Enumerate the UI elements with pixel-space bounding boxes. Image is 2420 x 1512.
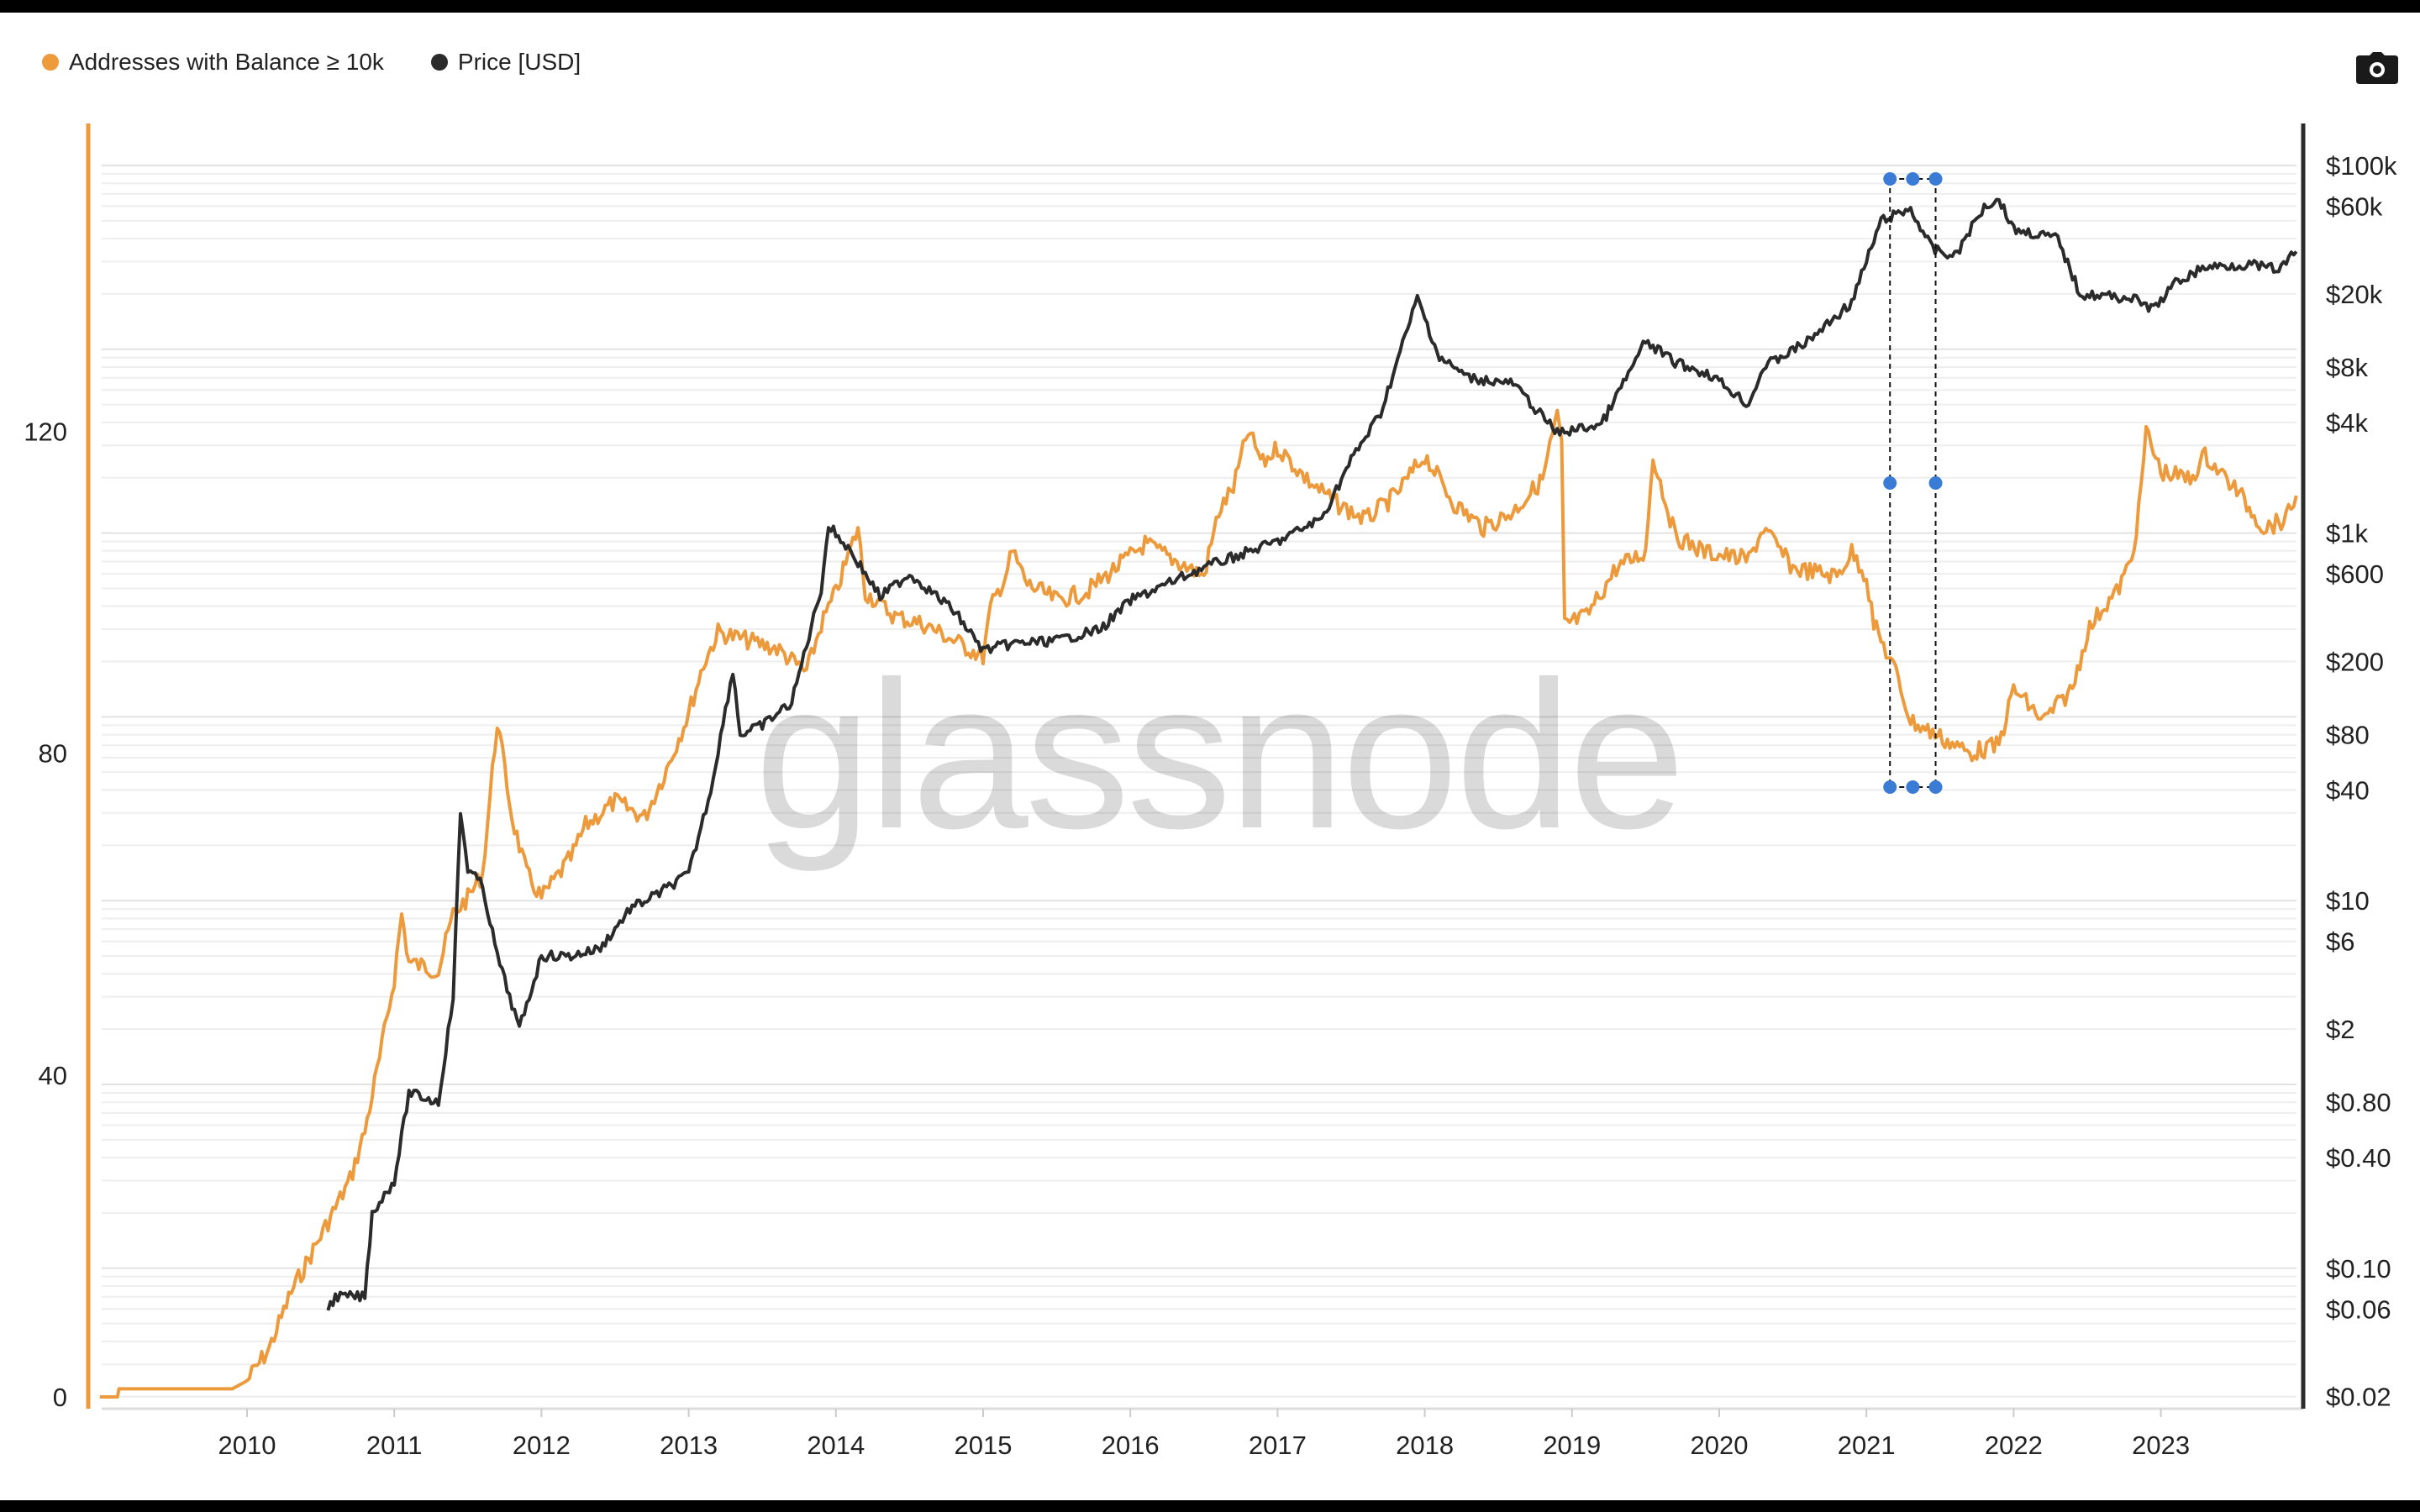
right-tick-label: $80 bbox=[2326, 721, 2370, 750]
x-tick-label: 2017 bbox=[1249, 1431, 1307, 1460]
x-tick-label: 2012 bbox=[513, 1431, 571, 1460]
right-tick-label: $0.80 bbox=[2326, 1088, 2391, 1117]
left-tick-label: 80 bbox=[39, 739, 67, 769]
left-tick-label: 120 bbox=[24, 417, 67, 446]
right-tick-label: $60k bbox=[2326, 192, 2383, 222]
watermark: glassnode bbox=[755, 638, 1682, 872]
right-tick-label: $0.10 bbox=[2326, 1254, 2391, 1284]
right-tick-label: $8k bbox=[2326, 353, 2368, 382]
legend-label: Addresses with Balance ≥ 10k bbox=[69, 49, 384, 75]
legend-item-addresses[interactable]: Addresses with Balance ≥ 10k bbox=[42, 49, 384, 76]
right-tick-label: $0.40 bbox=[2326, 1143, 2391, 1173]
selection-handle[interactable] bbox=[1883, 780, 1897, 794]
x-tick-label: 2016 bbox=[1102, 1431, 1160, 1460]
right-tick-label: $40 bbox=[2326, 775, 2370, 805]
x-tick-label: 2018 bbox=[1396, 1431, 1454, 1460]
selection-handle[interactable] bbox=[1906, 172, 1920, 186]
right-tick-label: $20k bbox=[2326, 280, 2383, 309]
right-tick-label: $4k bbox=[2326, 408, 2368, 438]
legend-label: Price [USD] bbox=[457, 49, 581, 75]
right-tick-label: $600 bbox=[2326, 559, 2384, 589]
selection-handle[interactable] bbox=[1928, 172, 1943, 186]
legend: Addresses with Balance ≥ 10k Price [USD] bbox=[42, 49, 581, 76]
right-tick-label: $2 bbox=[2326, 1015, 2354, 1044]
right-tick-label: $0.06 bbox=[2326, 1294, 2391, 1324]
right-tick-label: $10 bbox=[2326, 886, 2370, 916]
right-tick-label: $100k bbox=[2326, 151, 2397, 181]
camera-icon[interactable] bbox=[2356, 52, 2398, 84]
selection-handle[interactable] bbox=[1928, 780, 1943, 794]
selection-handle[interactable] bbox=[1883, 172, 1897, 186]
bottom-bar bbox=[0, 1500, 2420, 1512]
selection-handle[interactable] bbox=[1883, 476, 1897, 490]
right-tick-label: $200 bbox=[2326, 648, 2384, 677]
top-bar bbox=[0, 0, 2420, 13]
x-tick-label: 2022 bbox=[1985, 1431, 2043, 1460]
x-tick-label: 2015 bbox=[955, 1431, 1013, 1460]
x-tick-label: 2021 bbox=[1838, 1431, 1896, 1460]
left-tick-label: 0 bbox=[53, 1383, 67, 1412]
x-tick-label: 2011 bbox=[366, 1431, 423, 1460]
legend-item-price[interactable]: Price [USD] bbox=[430, 49, 581, 76]
right-tick-label: $0.02 bbox=[2326, 1383, 2391, 1412]
selection-handle[interactable] bbox=[1928, 476, 1943, 490]
left-tick-label: 40 bbox=[39, 1061, 67, 1090]
legend-dot-black-icon bbox=[430, 54, 448, 71]
right-tick-label: $1k bbox=[2326, 519, 2368, 549]
x-tick-label: 2010 bbox=[218, 1431, 276, 1460]
x-tick-label: 2013 bbox=[660, 1431, 718, 1460]
right-tick-label: $6 bbox=[2326, 927, 2354, 957]
x-tick-label: 2019 bbox=[1543, 1431, 1601, 1460]
price-series-line[interactable] bbox=[326, 197, 2298, 1311]
x-tick-label: 2020 bbox=[1691, 1431, 1749, 1460]
legend-dot-orange-icon bbox=[42, 54, 59, 71]
addresses-series-line[interactable] bbox=[99, 408, 2298, 1399]
selection-handle[interactable] bbox=[1906, 780, 1920, 794]
x-tick-label: 2023 bbox=[2132, 1431, 2190, 1460]
x-tick-label: 2014 bbox=[807, 1431, 865, 1460]
